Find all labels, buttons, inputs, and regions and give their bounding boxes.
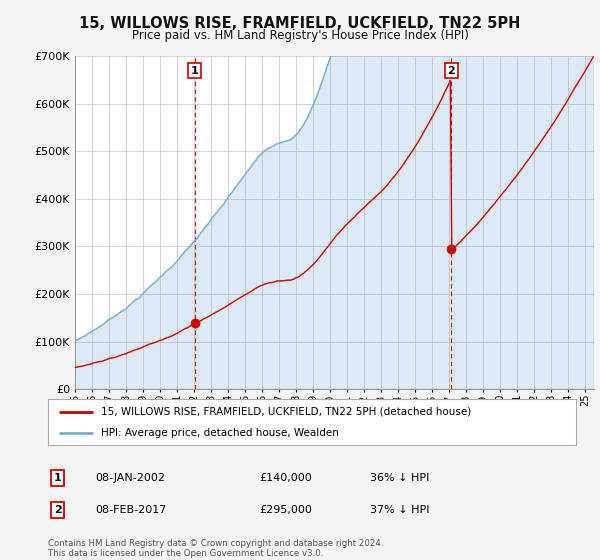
Text: Contains HM Land Registry data © Crown copyright and database right 2024.
This d: Contains HM Land Registry data © Crown c… bbox=[48, 539, 383, 558]
Text: Price paid vs. HM Land Registry's House Price Index (HPI): Price paid vs. HM Land Registry's House … bbox=[131, 29, 469, 42]
Text: 2: 2 bbox=[53, 505, 61, 515]
Text: 15, WILLOWS RISE, FRAMFIELD, UCKFIELD, TN22 5PH (detached house): 15, WILLOWS RISE, FRAMFIELD, UCKFIELD, T… bbox=[101, 407, 471, 417]
Text: £140,000: £140,000 bbox=[259, 473, 312, 483]
Text: 08-FEB-2017: 08-FEB-2017 bbox=[95, 505, 167, 515]
Text: HPI: Average price, detached house, Wealden: HPI: Average price, detached house, Weal… bbox=[101, 428, 338, 438]
Text: 2: 2 bbox=[448, 66, 455, 76]
Text: 36% ↓ HPI: 36% ↓ HPI bbox=[370, 473, 430, 483]
Text: 37% ↓ HPI: 37% ↓ HPI bbox=[370, 505, 430, 515]
Text: 1: 1 bbox=[191, 66, 199, 76]
Text: £295,000: £295,000 bbox=[259, 505, 312, 515]
Text: 15, WILLOWS RISE, FRAMFIELD, UCKFIELD, TN22 5PH: 15, WILLOWS RISE, FRAMFIELD, UCKFIELD, T… bbox=[79, 16, 521, 31]
Text: 08-JAN-2002: 08-JAN-2002 bbox=[95, 473, 166, 483]
Text: 1: 1 bbox=[53, 473, 61, 483]
